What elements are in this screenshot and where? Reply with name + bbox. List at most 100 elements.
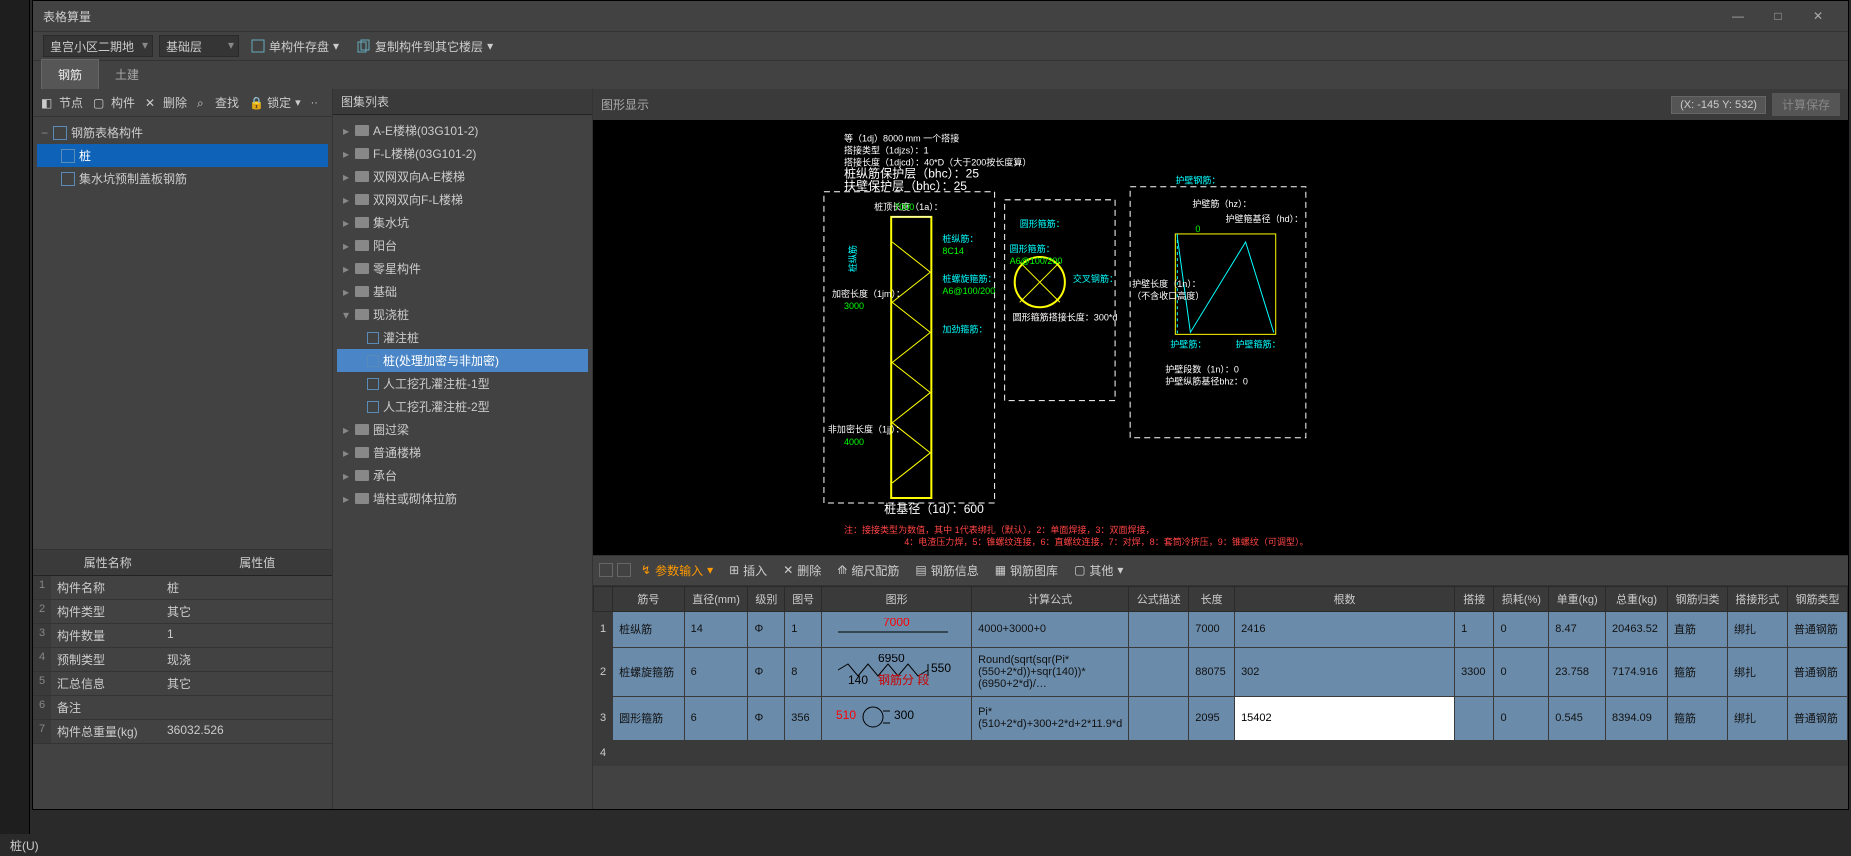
table-row[interactable]: 1 桩纵筋 14 Φ 1 7000 4000+3000+0 7000 2416 (594, 611, 1848, 647)
tree-item-pile[interactable]: 桩 (37, 144, 328, 167)
folder-icon (53, 126, 67, 140)
svg-text:护壁钢筋：: 护壁钢筋： (1175, 175, 1220, 186)
atlas-item[interactable]: ▸F-L楼梯(03G101-2) (337, 142, 588, 165)
folder-icon (355, 470, 369, 481)
folder-icon (355, 194, 369, 205)
table-panel: ↯参数输入▾ ⊞插入 ✕删除 ⟰缩尺配筋 ▤钢筋信息 ▦钢筋图库 ▢其他▾ 筋号… (593, 556, 1848, 809)
table-row[interactable]: 4 (594, 740, 1848, 765)
status-text: 桩(U) (10, 837, 39, 854)
prop-row[interactable]: 5汇总信息其它 (33, 672, 332, 696)
project-combo[interactable]: 皇宫小区二期地 (43, 35, 153, 57)
svg-text:桩纵筋: 桩纵筋 (847, 245, 858, 272)
lib-icon: ▦ (995, 563, 1006, 577)
maximize-icon[interactable]: □ (1758, 6, 1798, 26)
scale-button[interactable]: ⟰缩尺配筋 (831, 560, 905, 581)
atlas-item[interactable]: ▸零星构件 (337, 257, 588, 280)
atlas-item[interactable]: ▸圈过梁 (337, 418, 588, 441)
tab-rebar[interactable]: 钢筋 (41, 59, 99, 89)
table-delete-button[interactable]: ✕删除 (777, 560, 827, 581)
folder-icon (355, 493, 369, 504)
prop-row[interactable]: 6备注 (33, 696, 332, 720)
prop-row[interactable]: 2构件类型其它 (33, 600, 332, 624)
param-icon: ↯ (641, 563, 651, 577)
atlas-item[interactable]: ▸双网双向A-E楼梯 (337, 165, 588, 188)
copy-component-button[interactable]: 复制构件到其它楼层▾ (351, 36, 499, 57)
rebar-info-button[interactable]: ▤钢筋信息 (909, 560, 984, 581)
table-row[interactable]: 3 圆形箍筋 6 Φ 356 510300 Pi*(510+2*d)+300+2… (594, 696, 1848, 740)
lock-icon: 🔒 (249, 96, 263, 110)
atlas-item[interactable]: 灌注桩 (337, 326, 588, 349)
close-icon[interactable]: ✕ (1798, 6, 1838, 26)
table-toolbar: ↯参数输入▾ ⊞插入 ✕删除 ⟰缩尺配筋 ▤钢筋信息 ▦钢筋图库 ▢其他▾ (593, 556, 1848, 586)
left-panel: ◧节点 ▢构件 ✕删除 ⌕查找 🔒锁定▾ ·· −钢筋表格构件 桩 集水坑预制盖… (33, 89, 333, 809)
lock-button[interactable]: 🔒锁定▾ (245, 92, 305, 113)
svg-text:加密长度（1jm）：: 加密长度（1jm）： (832, 288, 905, 299)
find-button[interactable]: ⌕查找 (193, 92, 243, 113)
window-title: 表格算量 (43, 8, 1718, 25)
layer-combo[interactable]: 基础层 (159, 35, 239, 57)
scale-icon: ⟰ (837, 563, 847, 577)
main-window: 表格算量 — □ ✕ 皇宫小区二期地 基础层 单构件存盘▾ 复制构件到其它楼层▾… (32, 0, 1849, 810)
atlas-item[interactable]: 人工挖孔灌注桩-1型 (337, 372, 588, 395)
atlas-item[interactable]: ▸双网双向F-L楼梯 (337, 188, 588, 211)
coord-display: (X: -145 Y: 532) (1671, 96, 1766, 114)
info-icon: ▤ (915, 563, 926, 577)
shape-cell[interactable]: 6950550140钢筋分 段 (822, 647, 972, 696)
cad-canvas[interactable]: 等（1dj）8000 mm 一个搭接 搭接类型（1djzs）：1 搭接长度（1d… (593, 120, 1848, 555)
svg-text:钢筋分 段: 钢筋分 段 (878, 672, 929, 686)
prop-row[interactable]: 4预制类型现浇 (33, 648, 332, 672)
insert-button[interactable]: ⊞插入 (723, 560, 773, 581)
doc-icon (367, 401, 379, 413)
collapse-icon[interactable]: − (41, 126, 53, 140)
table-row[interactable]: 2 桩螺旋箍筋 6 Φ 8 6950550140钢筋分 段 Round(sqrt… (594, 647, 1848, 696)
svg-text:0: 0 (1195, 224, 1200, 234)
folder-icon (355, 424, 369, 435)
tree-item-sump[interactable]: 集水坑预制盖板钢筋 (37, 167, 328, 190)
editing-cell[interactable]: 15402 (1235, 696, 1455, 740)
shape-cell[interactable]: 510300 (822, 696, 972, 740)
more-button[interactable]: ·· (307, 95, 322, 111)
minimize-icon[interactable]: — (1718, 6, 1758, 26)
property-header: 属性名称 属性值 (33, 550, 332, 576)
svg-text:桩纵筋：: 桩纵筋： (942, 233, 978, 244)
prop-row[interactable]: 3构件数量1 (33, 624, 332, 648)
delete-icon: ✕ (783, 563, 793, 577)
shape-cell[interactable]: 7000 (822, 611, 972, 647)
graph-title: 图形显示 (601, 96, 649, 113)
main-tabs: 钢筋 土建 (33, 61, 1848, 89)
tree-root[interactable]: −钢筋表格构件 (37, 121, 328, 144)
atlas-item-selected[interactable]: 桩(处理加密与非加密) (337, 349, 588, 372)
atlas-item[interactable]: ▸阳台 (337, 234, 588, 257)
atlas-item[interactable]: ▸基础 (337, 280, 588, 303)
other-button[interactable]: ▢其他▾ (1068, 560, 1129, 581)
save-component-button[interactable]: 单构件存盘▾ (245, 36, 345, 57)
node-button[interactable]: ◧节点 (37, 92, 87, 113)
svg-text:桩基径（1d）：600: 桩基径（1d）：600 (884, 501, 984, 516)
delete-button[interactable]: ✕删除 (141, 92, 191, 113)
calc-save-button[interactable]: 计算保存 (1772, 93, 1840, 116)
tab-civil[interactable]: 土建 (99, 60, 155, 89)
svg-text:扶壁保护层（bhc）：25: 扶壁保护层（bhc）：25 (844, 178, 967, 193)
save-icon (251, 39, 265, 53)
rebar-lib-button[interactable]: ▦钢筋图库 (989, 560, 1064, 581)
prop-row[interactable]: 7构件总重量(kg)36032.526 (33, 720, 332, 744)
left-toolbar: ◧节点 ▢构件 ✕删除 ⌕查找 🔒锁定▾ ·· (33, 89, 332, 117)
atlas-item[interactable]: ▾现浇桩 (337, 303, 588, 326)
checkbox-icon[interactable] (617, 563, 631, 577)
atlas-item[interactable]: ▸集水坑 (337, 211, 588, 234)
atlas-item[interactable]: 人工挖孔灌注桩-2型 (337, 395, 588, 418)
doc-icon (367, 332, 379, 344)
svg-text:4：电渣压力焊，5：锥螺纹连接，6：直螺纹连接，7：对焊，8: 4：电渣压力焊，5：锥螺纹连接，6：直螺纹连接，7：对焊，8：套筒冷挤压，9：锥… (904, 536, 1308, 547)
atlas-item[interactable]: ▸墙柱或砌体拉筋 (337, 487, 588, 510)
folder-icon (355, 148, 369, 159)
checkbox-icon[interactable] (599, 563, 613, 577)
svg-text:护壁段数（1n）：0: 护壁段数（1n）：0 (1165, 363, 1239, 374)
component-button[interactable]: ▢构件 (89, 92, 139, 113)
atlas-item[interactable]: ▸承台 (337, 464, 588, 487)
atlas-item[interactable]: ▸普通楼梯 (337, 441, 588, 464)
atlas-item[interactable]: ▸A-E楼梯(03G101-2) (337, 119, 588, 142)
prop-row[interactable]: 1构件名称桩 (33, 576, 332, 600)
svg-text:桩螺旋箍筋：: 桩螺旋箍筋： (942, 273, 996, 284)
svg-text:圆形箍筋：: 圆形箍筋： (1020, 218, 1065, 229)
param-input-button[interactable]: ↯参数输入▾ (635, 560, 719, 581)
